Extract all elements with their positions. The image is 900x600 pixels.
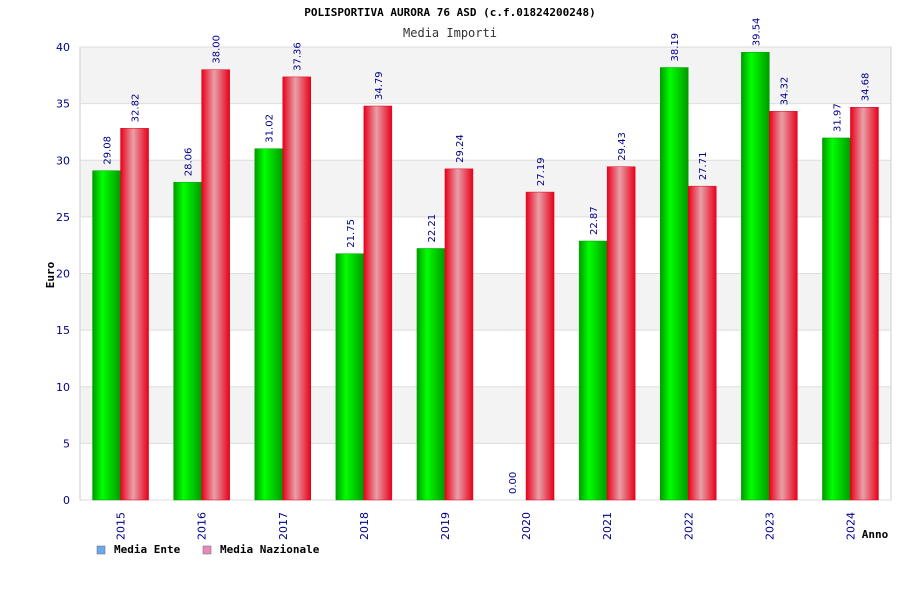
data-label: 27.19 bbox=[536, 157, 547, 186]
data-label: 29.24 bbox=[455, 134, 466, 163]
x-tick-label: 2019 bbox=[439, 512, 452, 540]
bar-media-nazionale-2017 bbox=[282, 76, 311, 501]
data-label: 28.06 bbox=[184, 148, 195, 177]
y-axis-ticks: 0 5 10 15 20 25 30 35 40 bbox=[56, 41, 70, 507]
bar-media-nazionale-2015 bbox=[120, 128, 149, 501]
y-axis-label: Euro bbox=[44, 261, 57, 288]
bar-media-nazionale-2021 bbox=[606, 166, 636, 501]
x-tick-label: 2020 bbox=[520, 512, 533, 540]
data-label: 38.19 bbox=[670, 33, 681, 62]
x-tick-label: 2022 bbox=[682, 512, 695, 540]
legend-swatch-media-ente bbox=[96, 545, 106, 555]
x-tick-label: 2015 bbox=[115, 512, 128, 540]
y-tick-label: 40 bbox=[56, 41, 70, 54]
data-label: 27.71 bbox=[698, 152, 709, 181]
data-label: 34.32 bbox=[779, 77, 790, 106]
chart-title: POLISPORTIVA AURORA 76 ASD (c.f.01824200… bbox=[304, 6, 595, 19]
bar-media-ente-2018 bbox=[335, 253, 365, 501]
legend-label-media-ente: Media Ente bbox=[114, 543, 181, 556]
data-label: 31.02 bbox=[265, 114, 276, 143]
bars bbox=[92, 51, 879, 501]
y-tick-label: 20 bbox=[56, 268, 70, 281]
y-tick-label: 0 bbox=[63, 494, 70, 507]
y-tick-label: 5 bbox=[63, 437, 70, 450]
y-tick-label: 10 bbox=[56, 381, 70, 394]
data-label: 29.08 bbox=[103, 136, 114, 165]
bar-media-ente-2022 bbox=[660, 67, 689, 501]
bar-media-ente-2015 bbox=[92, 170, 121, 501]
bar-media-ente-2016 bbox=[173, 181, 202, 501]
bar-media-nazionale-2023 bbox=[769, 111, 798, 501]
x-tick-label: 2017 bbox=[277, 512, 290, 540]
y-tick-label: 15 bbox=[56, 324, 70, 337]
legend: Media Ente Media Nazionale bbox=[96, 543, 320, 556]
data-label: 22.87 bbox=[589, 206, 600, 235]
y-tick-label: 35 bbox=[56, 98, 70, 111]
data-label: 37.36 bbox=[293, 42, 304, 71]
data-label: 29.43 bbox=[617, 132, 628, 161]
x-axis-label: Anno bbox=[862, 528, 889, 541]
data-label: 0.00 bbox=[508, 472, 519, 494]
chart-subtitle: Media Importi bbox=[403, 26, 497, 40]
x-tick-label: 2024 bbox=[844, 512, 857, 540]
bar-media-ente-2017 bbox=[254, 148, 283, 501]
legend-label-media-nazionale: Media Nazionale bbox=[220, 543, 320, 556]
y-tick-label: 25 bbox=[56, 211, 70, 224]
data-label: 34.68 bbox=[860, 73, 871, 102]
x-axis-ticks: 2015 2016 2017 2018 2019 2020 2021 2022 2023 2024 bbox=[115, 512, 858, 540]
x-tick-label: 2016 bbox=[196, 512, 209, 540]
x-tick-label: 2018 bbox=[358, 512, 371, 540]
data-label: 39.54 bbox=[751, 18, 762, 47]
data-label: 22.21 bbox=[427, 214, 438, 243]
data-label: 21.75 bbox=[346, 219, 357, 248]
bar-media-ente-2021 bbox=[578, 240, 608, 501]
data-label: 32.82 bbox=[131, 94, 142, 123]
legend-swatch-media-nazionale bbox=[202, 545, 212, 555]
bar-media-nazionale-2022 bbox=[688, 185, 717, 501]
bar-media-nazionale-2019 bbox=[444, 168, 474, 501]
data-labels: 29.08 32.82 28.06 38.00 31.02 37.36 21.75 34.79… bbox=[103, 18, 872, 494]
bar-media-nazionale-2016 bbox=[201, 69, 230, 501]
y-tick-label: 30 bbox=[56, 154, 70, 167]
x-tick-label: 2023 bbox=[763, 512, 776, 540]
bar-media-ente-2019 bbox=[416, 248, 446, 501]
data-label: 34.79 bbox=[374, 71, 385, 100]
bar-media-nazionale-2018 bbox=[363, 105, 393, 501]
data-label: 31.97 bbox=[832, 103, 843, 132]
bar-media-nazionale-2020 bbox=[525, 191, 555, 501]
x-tick-label: 2021 bbox=[601, 512, 614, 540]
bar-media-nazionale-2024 bbox=[850, 106, 879, 501]
bar-media-ente-2024 bbox=[822, 137, 851, 501]
data-label: 38.00 bbox=[212, 35, 223, 64]
bar-media-ente-2023 bbox=[741, 51, 770, 501]
